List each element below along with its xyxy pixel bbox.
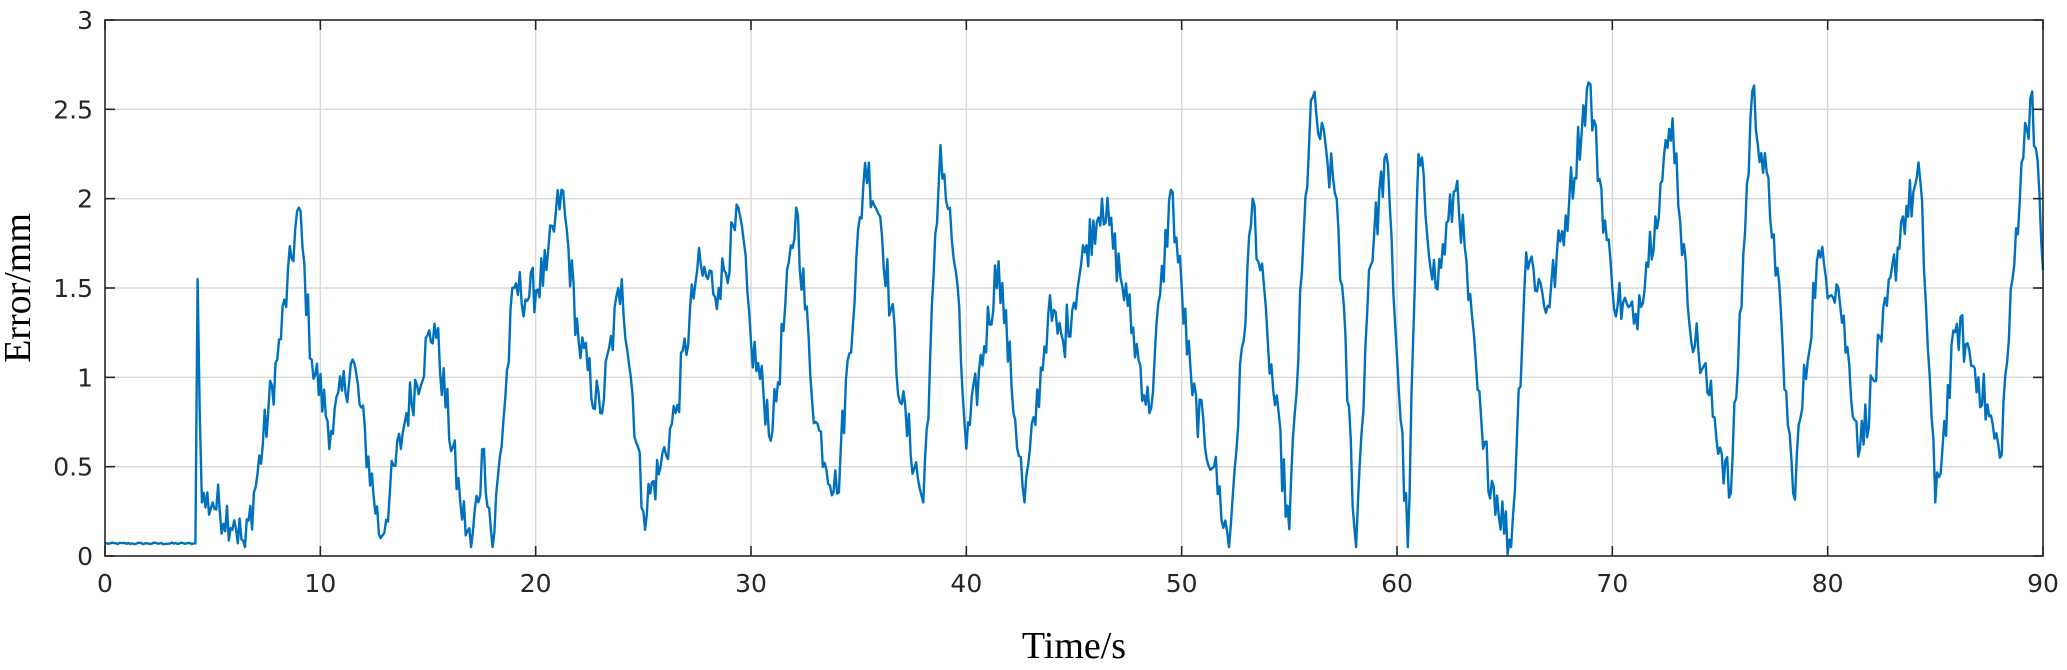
y-tick-label: 0.5 — [53, 453, 93, 482]
x-tick-label: 10 — [304, 569, 336, 598]
y-tick-label: 1.5 — [53, 274, 93, 303]
x-tick-label: 0 — [97, 569, 113, 598]
x-tick-label: 90 — [2027, 569, 2059, 598]
axis-ticks: 0 10 20 30 40 50 60 70 80 90 0 0.5 1 1.5 2 2.5 3 — [53, 6, 2059, 598]
y-tick-label: 2.5 — [53, 95, 93, 124]
y-tick-label: 1 — [77, 363, 93, 392]
y-axis-label: Error/mm — [0, 213, 39, 363]
x-tick-label: 70 — [1596, 569, 1628, 598]
x-tick-label: 60 — [1381, 569, 1413, 598]
x-tick-label: 30 — [735, 569, 767, 598]
y-tick-label: 0 — [77, 542, 93, 571]
y-tick-label: 3 — [77, 6, 93, 35]
x-tick-label: 20 — [520, 569, 552, 598]
x-tick-label: 40 — [950, 569, 982, 598]
y-tick-label: 2 — [77, 185, 93, 214]
error-series-line — [104, 81, 2045, 556]
grid-lines — [105, 20, 2043, 556]
x-axis-label: Time/s — [1022, 625, 1126, 667]
x-tick-label: 80 — [1812, 569, 1844, 598]
x-tick-label: 50 — [1166, 569, 1198, 598]
